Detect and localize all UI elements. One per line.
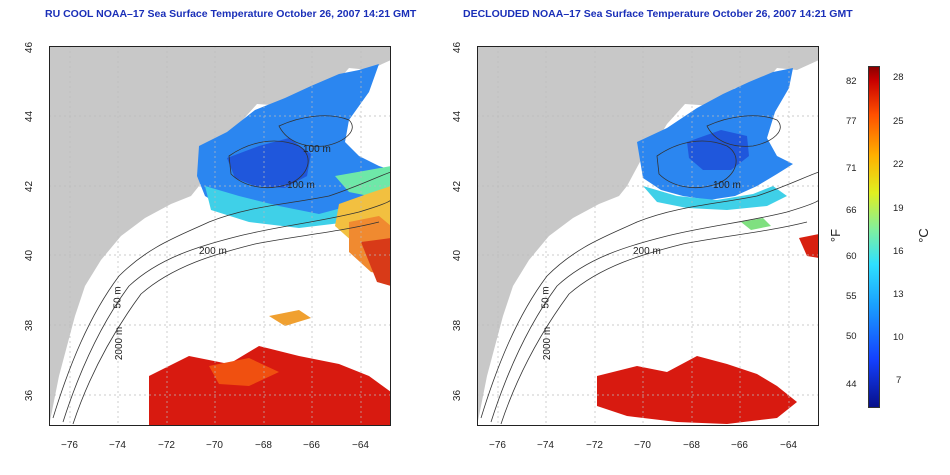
lon-tick: −64 xyxy=(780,440,797,451)
f-tick: 44 xyxy=(846,379,857,390)
lat-tick: 46 xyxy=(24,41,36,54)
f-tick: 77 xyxy=(846,116,857,127)
lat-tick: 46 xyxy=(452,41,464,54)
contour-label-50m: 50 m xyxy=(112,286,124,309)
lat-tick: 38 xyxy=(452,319,464,332)
c-tick: 22 xyxy=(893,159,904,170)
lat-tick: 44 xyxy=(452,110,464,123)
lat-tick: 44 xyxy=(24,110,36,123)
lat-tick: 42 xyxy=(24,180,36,193)
lat-tick: 36 xyxy=(24,389,36,402)
colorbar-unit-celsius: °C xyxy=(915,228,931,243)
f-tick: 55 xyxy=(846,291,857,302)
lat-tick: 40 xyxy=(24,249,36,262)
lon-tick: −74 xyxy=(109,440,126,451)
c-tick: 7 xyxy=(896,375,902,386)
f-tick: 82 xyxy=(846,76,857,87)
c-tick: 28 xyxy=(893,72,904,83)
contour-label-2000m: 2000 m xyxy=(542,326,554,361)
c-tick: 10 xyxy=(893,332,904,343)
lon-tick: −64 xyxy=(352,440,369,451)
f-tick: 60 xyxy=(846,251,857,262)
lat-tick: 38 xyxy=(24,319,36,332)
c-tick: 19 xyxy=(893,203,904,214)
lon-tick: −72 xyxy=(158,440,175,451)
left-sst-map: 100 m 100 m 200 m 50 m 2000 m xyxy=(49,46,391,426)
lon-tick: −72 xyxy=(586,440,603,451)
contour-label-100m-2: 100 m xyxy=(287,180,315,191)
lat-tick: 40 xyxy=(452,249,464,262)
c-tick: 25 xyxy=(893,116,904,127)
lat-tick: 42 xyxy=(452,180,464,193)
contour-label-100m: 100 m xyxy=(713,180,741,191)
lon-tick: −70 xyxy=(634,440,651,451)
colorbar-unit-fahrenheit: °F xyxy=(828,228,844,243)
f-tick: 66 xyxy=(846,205,857,216)
contour-label-100m: 100 m xyxy=(303,144,331,155)
lat-tick: 36 xyxy=(452,389,464,402)
right-sst-map: 100 m 200 m 50 m 2000 m xyxy=(477,46,819,426)
lon-tick: −70 xyxy=(206,440,223,451)
c-tick: 16 xyxy=(893,246,904,257)
lon-tick: −76 xyxy=(489,440,506,451)
contour-label-50m: 50 m xyxy=(540,286,552,309)
lon-tick: −68 xyxy=(683,440,700,451)
lon-tick: −66 xyxy=(303,440,320,451)
lon-tick: −76 xyxy=(61,440,78,451)
lon-tick: −74 xyxy=(537,440,554,451)
lon-tick: −66 xyxy=(731,440,748,451)
temperature-colorbar xyxy=(868,66,880,408)
right-map-title: DECLOUDED NOAA–17 Sea Surface Temperatur… xyxy=(463,8,853,20)
contour-label-2000m: 2000 m xyxy=(114,326,126,361)
c-tick: 13 xyxy=(893,289,904,300)
f-tick: 71 xyxy=(846,163,857,174)
contour-label-200m: 200 m xyxy=(199,246,227,257)
contour-label-200m: 200 m xyxy=(633,246,661,257)
left-map-title: RU COOL NOAA–17 Sea Surface Temperature … xyxy=(45,8,417,20)
lon-tick: −68 xyxy=(255,440,272,451)
f-tick: 50 xyxy=(846,331,857,342)
